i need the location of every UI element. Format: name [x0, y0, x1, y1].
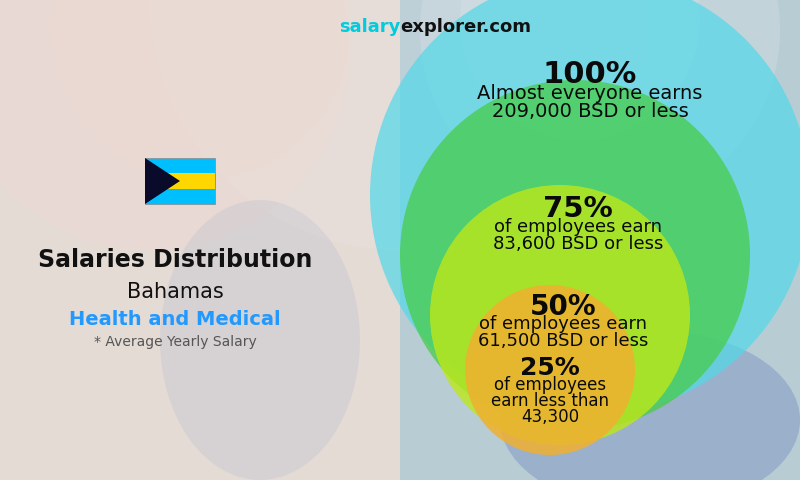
Ellipse shape: [500, 330, 800, 480]
Text: Bahamas: Bahamas: [126, 282, 223, 302]
Text: Salaries Distribution: Salaries Distribution: [38, 248, 312, 272]
Text: * Average Yearly Salary: * Average Yearly Salary: [94, 335, 256, 349]
Bar: [0, 0, 400, 480]
Polygon shape: [145, 158, 180, 204]
Text: of employees earn: of employees earn: [494, 218, 662, 236]
Text: earn less than: earn less than: [491, 392, 609, 410]
Text: salary: salary: [338, 18, 400, 36]
Ellipse shape: [160, 200, 360, 480]
Text: 61,500 BSD or less: 61,500 BSD or less: [478, 332, 648, 350]
Text: of employees: of employees: [494, 376, 606, 394]
Text: Health and Medical: Health and Medical: [69, 310, 281, 329]
Text: 50%: 50%: [530, 293, 596, 321]
Circle shape: [420, 0, 780, 210]
Text: 25%: 25%: [520, 356, 580, 380]
Text: 100%: 100%: [543, 60, 637, 89]
Circle shape: [0, 0, 350, 250]
Circle shape: [465, 285, 635, 455]
Bar: [145, 158, 215, 204]
Circle shape: [370, 0, 800, 415]
Text: 75%: 75%: [543, 195, 613, 223]
Text: 83,600 BSD or less: 83,600 BSD or less: [493, 235, 663, 253]
Text: Almost everyone earns: Almost everyone earns: [478, 84, 702, 103]
Circle shape: [430, 185, 690, 445]
Text: explorer.com: explorer.com: [400, 18, 531, 36]
Bar: [0, 0, 400, 480]
Circle shape: [50, 0, 350, 180]
Text: of employees earn: of employees earn: [479, 315, 647, 333]
Bar: [400, 0, 800, 480]
Circle shape: [150, 0, 650, 250]
Circle shape: [460, 0, 700, 140]
Text: 43,300: 43,300: [521, 408, 579, 426]
Bar: [145, 173, 215, 189]
Text: 209,000 BSD or less: 209,000 BSD or less: [492, 102, 688, 121]
Circle shape: [400, 80, 750, 430]
